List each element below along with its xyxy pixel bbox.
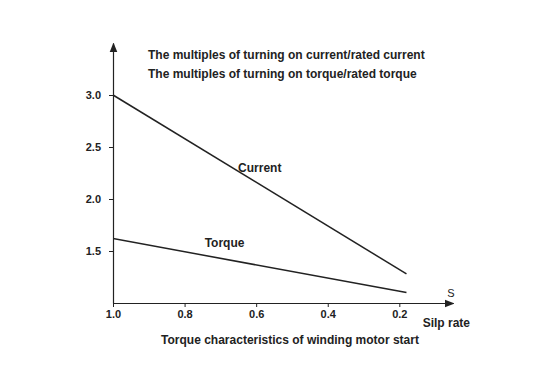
series-label: Torque <box>205 236 245 250</box>
x-tick-mark <box>185 303 186 307</box>
y-tick-mark <box>109 147 113 148</box>
y-tick-label: 3.0 <box>86 89 101 101</box>
y-tick: 3.0 <box>86 89 113 101</box>
x-tick-label: 0.4 <box>321 308 337 320</box>
y-tick-mark <box>109 199 113 200</box>
x-axis: 1.0 0.8 0.6 0.4 0.2 <box>106 303 454 320</box>
x-tick-mark <box>328 303 329 307</box>
y-tick: 2.5 <box>86 141 113 153</box>
y-tick-label: 2.0 <box>86 193 101 205</box>
y-tick-label: 1.5 <box>86 245 101 257</box>
x-axis-line <box>114 303 454 304</box>
y-axis: 1.5 2.0 2.5 3.0 <box>86 44 114 304</box>
x-tick: 0.8 <box>177 303 192 320</box>
plot-area <box>113 95 406 293</box>
chart-title: Torque characteristics of winding motor … <box>161 333 419 347</box>
y-tick: 2.0 <box>86 193 113 205</box>
y-axis-title: The multiples of turning on torque/rated… <box>148 67 417 81</box>
x-tick: 0.4 <box>321 303 337 320</box>
series-labels: Current Torque <box>205 161 282 250</box>
x-tick: 0.2 <box>392 303 407 320</box>
y-tick-mark <box>109 251 113 252</box>
y-axis-line <box>113 44 114 304</box>
y-tick: 1.5 <box>86 245 113 257</box>
x-tick-mark <box>256 303 257 307</box>
series-line <box>113 239 406 293</box>
series-label: Current <box>238 161 281 175</box>
x-axis-end-label: S <box>447 287 454 299</box>
chart: 1.0 0.8 0.6 0.4 0.2 1.5 2.0 2.5 3.0 Current Torque… <box>0 0 560 366</box>
x-tick-label: 0.2 <box>392 308 407 320</box>
x-tick-mark <box>113 303 114 307</box>
y-axis-title: The multiples of turning on current/rate… <box>148 48 425 62</box>
x-tick-label: 0.8 <box>177 308 192 320</box>
x-tick: 0.6 <box>249 303 264 320</box>
y-tick-mark <box>109 95 113 96</box>
y-tick-label: 2.5 <box>86 141 101 153</box>
x-tick-label: 0.6 <box>249 308 264 320</box>
x-tick-label: 1.0 <box>106 308 121 320</box>
x-tick: 1.0 <box>106 303 121 320</box>
x-axis-title: Silp rate <box>423 316 471 330</box>
x-tick-mark <box>399 303 400 307</box>
